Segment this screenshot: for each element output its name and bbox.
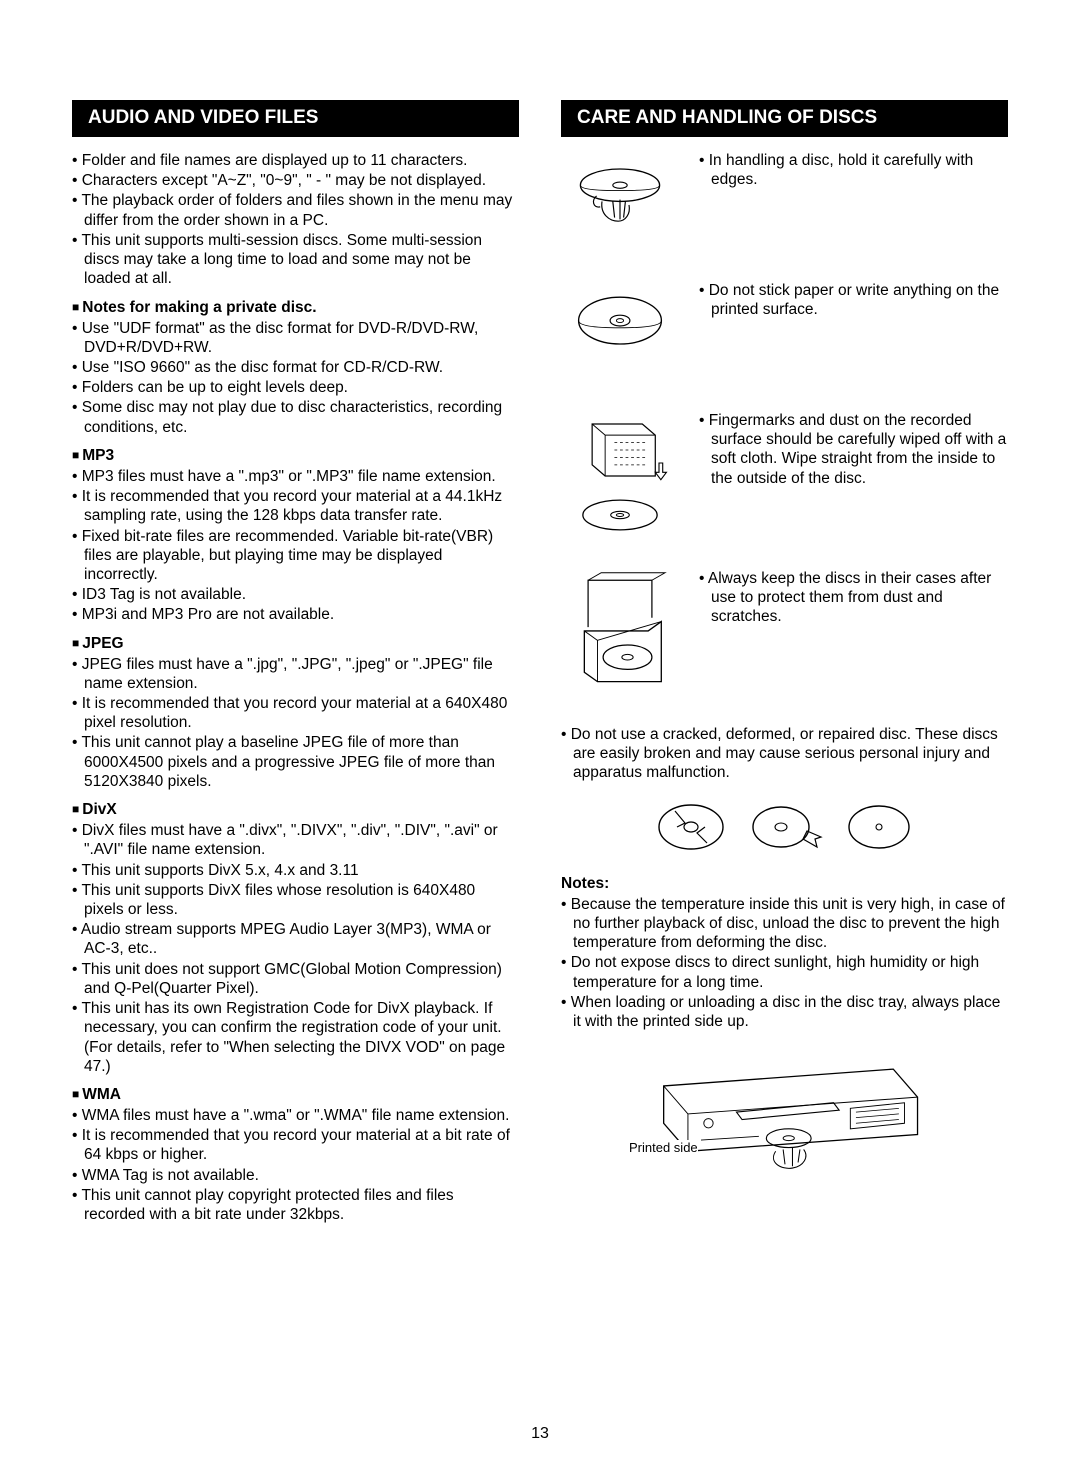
list-item: Audio stream supports MPEG Audio Layer 3… <box>72 920 519 958</box>
care-row: Always keep the discs in their cases aft… <box>561 569 1008 699</box>
list-item: This unit cannot play copyright protecte… <box>72 1186 519 1224</box>
list-item: It is recommended that you record your m… <box>72 694 519 732</box>
private-disc-heading: Notes for making a private disc. <box>72 299 519 317</box>
list-item: Use "ISO 9660" as the disc format for CD… <box>72 358 519 377</box>
divx-heading: DivX <box>72 801 519 819</box>
audio-video-header: AUDIO AND VIDEO FILES <box>72 100 519 137</box>
disc-wipe-icon <box>561 411 679 551</box>
player-figure <box>561 1043 1008 1183</box>
list-item: When loading or unloading a disc in the … <box>561 993 1008 1031</box>
care-text: Always keep the discs in their cases aft… <box>699 569 1008 627</box>
cracked-disc-icon <box>651 797 731 857</box>
printed-side-text: Printed side <box>629 1140 698 1155</box>
list-item: The playback order of folders and files … <box>72 191 519 229</box>
mp3-list: MP3 files must have a ".mp3" or ".MP3" f… <box>72 467 519 625</box>
divx-list: DivX files must have a ".divx", ".DIVX",… <box>72 821 519 1076</box>
intro-list: Folder and file names are displayed up t… <box>72 151 519 289</box>
notes-heading: Notes: <box>561 875 1008 893</box>
list-item: This unit supports DivX 5.x, 4.x and 3.1… <box>72 861 519 880</box>
care-text: Do not stick paper or write anything on … <box>699 281 1008 319</box>
list-item: This unit supports multi-session discs. … <box>72 231 519 289</box>
jpeg-heading: JPEG <box>72 635 519 653</box>
list-item: Fixed bit-rate files are recommended. Va… <box>72 527 519 585</box>
care-text: Fingermarks and dust on the recorded sur… <box>699 411 1008 488</box>
list-item: Do not expose discs to direct sunlight, … <box>561 953 1008 991</box>
list-item: It is recommended that you record your m… <box>72 487 519 525</box>
warning-list: Do not use a cracked, deformed, or repai… <box>561 725 1008 783</box>
list-item: WMA files must have a ".wma" or ".WMA" f… <box>72 1106 519 1125</box>
disc-case-icon <box>561 569 679 699</box>
warning-text: Do not use a cracked, deformed, or repai… <box>561 725 1008 783</box>
list-item: Use "UDF format" as the disc format for … <box>72 319 519 357</box>
list-item: JPEG files must have a ".jpg", ".JPG", "… <box>72 655 519 693</box>
care-row: In handling a disc, hold it carefully wi… <box>561 151 1008 259</box>
list-item: MP3 files must have a ".mp3" or ".MP3" f… <box>72 467 519 486</box>
list-item: Some disc may not play due to disc chara… <box>72 398 519 436</box>
page-number: 13 <box>0 1425 1080 1443</box>
list-item: Characters except "A~Z", "0~9", " - " ma… <box>72 171 519 190</box>
left-column: AUDIO AND VIDEO FILES Folder and file na… <box>72 100 519 1234</box>
notes-list: Because the temperature inside this unit… <box>561 895 1008 1032</box>
list-item: Folders can be up to eight levels deep. <box>72 378 519 397</box>
right-column: CARE AND HANDLING OF DISCS In handling a… <box>561 100 1008 1234</box>
list-item: Folder and file names are displayed up t… <box>72 151 519 170</box>
list-item: ID3 Tag is not available. <box>72 585 519 604</box>
wma-list: WMA files must have a ".wma" or ".WMA" f… <box>72 1106 519 1224</box>
mp3-heading: MP3 <box>72 447 519 465</box>
deformed-disc-icon <box>745 797 825 857</box>
care-handling-header: CARE AND HANDLING OF DISCS <box>561 100 1008 137</box>
care-row: Do not stick paper or write anything on … <box>561 281 1008 389</box>
list-item: WMA Tag is not available. <box>72 1166 519 1185</box>
disc-hold-edges-icon <box>561 151 679 259</box>
dvd-player-icon <box>635 1043 935 1183</box>
list-item: DivX files must have a ".divx", ".DIVX",… <box>72 821 519 859</box>
list-item: MP3i and MP3 Pro are not available. <box>72 605 519 624</box>
disc-surface-icon <box>561 281 679 389</box>
repaired-disc-icon <box>839 797 919 857</box>
list-item: This unit cannot play a baseline JPEG fi… <box>72 733 519 791</box>
jpeg-list: JPEG files must have a ".jpg", ".JPG", "… <box>72 655 519 792</box>
care-row: Fingermarks and dust on the recorded sur… <box>561 411 1008 551</box>
care-text: In handling a disc, hold it carefully wi… <box>699 151 1008 189</box>
list-item: It is recommended that you record your m… <box>72 1126 519 1164</box>
wma-heading: WMA <box>72 1086 519 1104</box>
care-handling-header-text: CARE AND HANDLING OF DISCS <box>577 107 877 129</box>
damaged-discs-figure <box>561 797 1008 857</box>
private-disc-list: Use "UDF format" as the disc format for … <box>72 319 519 437</box>
list-item: Because the temperature inside this unit… <box>561 895 1008 953</box>
list-item: This unit has its own Registration Code … <box>72 999 519 1076</box>
list-item: This unit supports DivX files whose reso… <box>72 881 519 919</box>
audio-video-header-text: AUDIO AND VIDEO FILES <box>88 107 318 129</box>
list-item: This unit does not support GMC(Global Mo… <box>72 960 519 998</box>
